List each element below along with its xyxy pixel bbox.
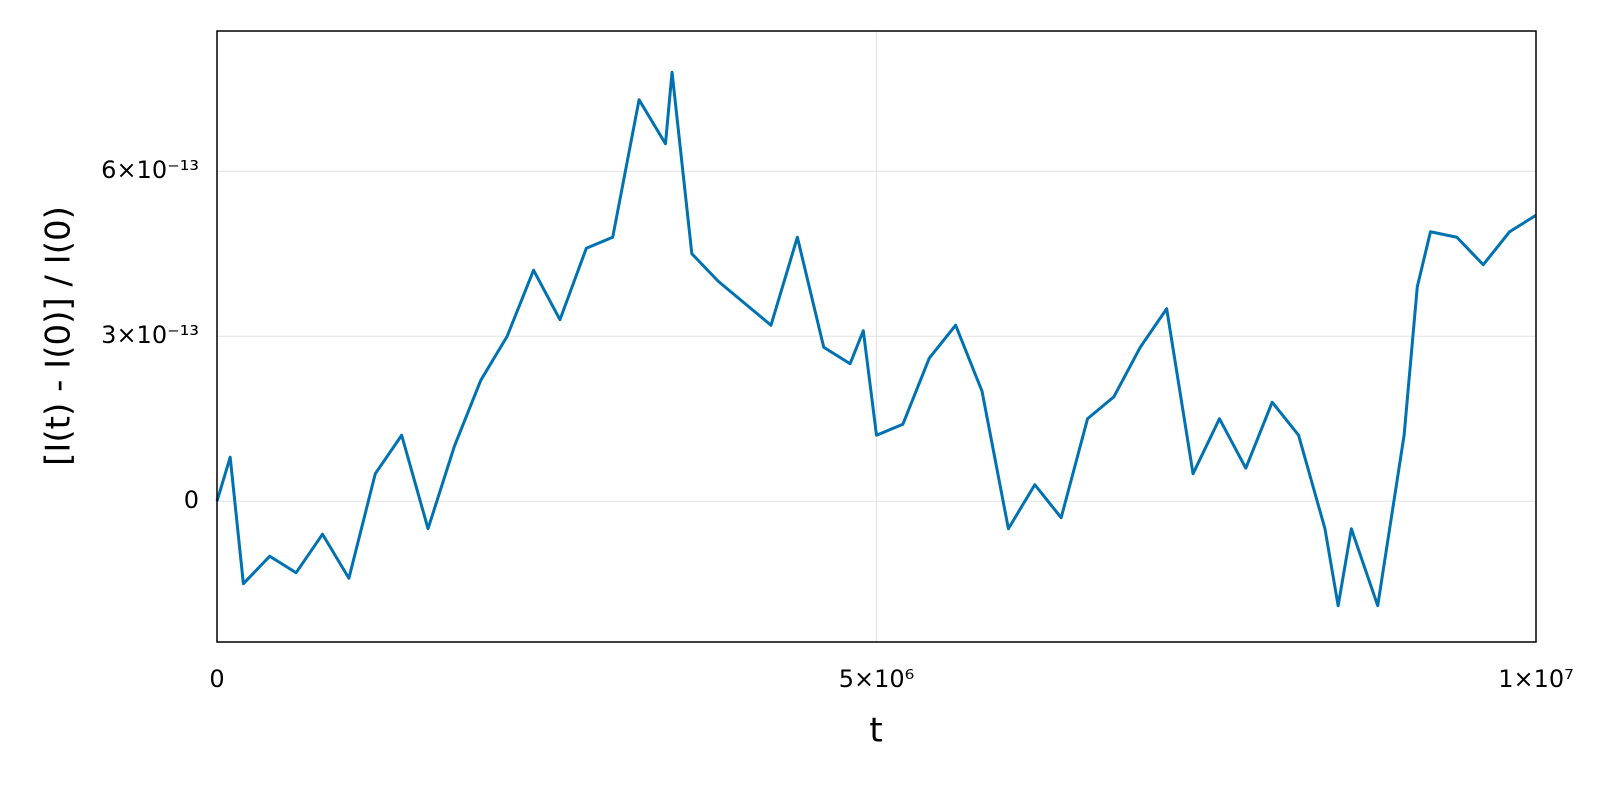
data-line [215,70,1537,608]
y-tick-label: 6×10⁻¹³ [101,156,199,184]
x-axis-label: t [869,711,882,751]
x-tick-label: 5×10⁶ [839,665,915,693]
y-tick-label: 0 [184,486,199,514]
x-tick-label: 0 [209,665,224,693]
plot-frame [216,30,1537,643]
y-tick-label: 3×10⁻¹³ [101,321,199,349]
y-axis-label: [I(t) - I(0)] / I(0) [39,206,79,466]
x-tick-label: 1×10⁷ [1498,665,1574,693]
